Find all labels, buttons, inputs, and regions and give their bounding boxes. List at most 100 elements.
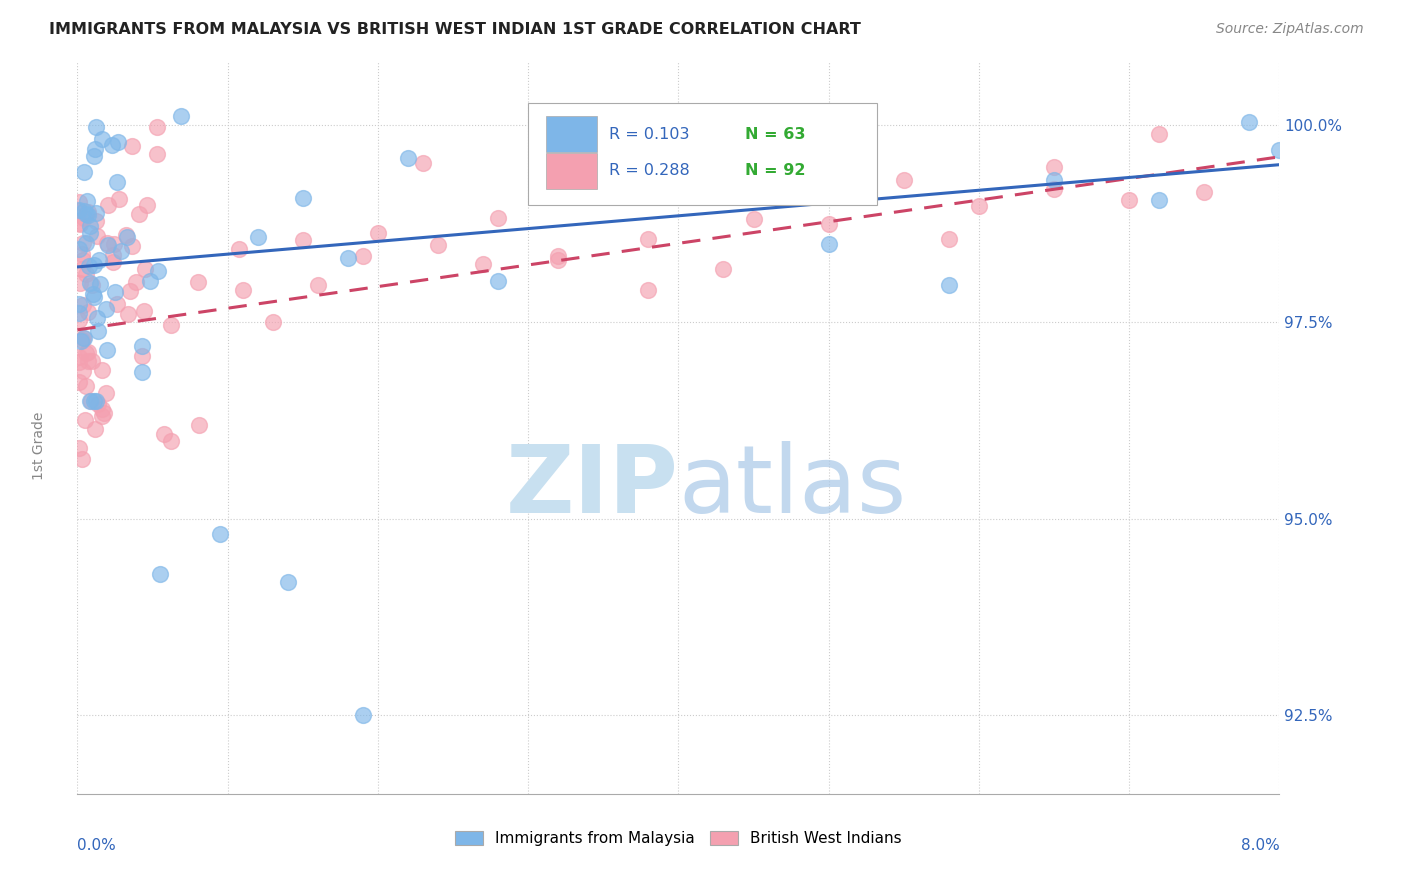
Point — [817, 217, 839, 231]
Point — [817, 236, 839, 251]
Point — [110, 244, 132, 258]
Point — [848, 164, 870, 178]
Point — [77, 260, 100, 274]
Point — [472, 257, 495, 271]
Point — [291, 191, 314, 205]
Point — [105, 297, 128, 311]
Point — [115, 228, 138, 243]
Point — [246, 230, 269, 244]
Point — [115, 230, 138, 244]
Point — [336, 251, 359, 265]
Point — [67, 203, 90, 218]
Point — [79, 219, 101, 233]
Point — [1043, 173, 1066, 187]
Point — [146, 120, 169, 134]
Point — [67, 442, 90, 456]
Point — [86, 311, 108, 326]
Point — [101, 138, 124, 153]
Point — [83, 393, 105, 408]
Point — [75, 378, 97, 392]
Point — [1149, 194, 1171, 208]
Point — [132, 304, 155, 318]
Point — [232, 283, 254, 297]
Point — [307, 277, 329, 292]
Point — [96, 301, 118, 316]
Point — [83, 142, 105, 156]
Text: IMMIGRANTS FROM MALAYSIA VS BRITISH WEST INDIAN 1ST GRADE CORRELATION CHART: IMMIGRANTS FROM MALAYSIA VS BRITISH WEST… — [49, 22, 860, 37]
Point — [125, 276, 148, 290]
Point — [169, 109, 191, 123]
Point — [742, 212, 765, 227]
Point — [592, 179, 614, 194]
Point — [291, 233, 314, 247]
Point — [89, 277, 111, 291]
Point — [87, 324, 110, 338]
Point — [73, 211, 96, 225]
Point — [67, 242, 90, 256]
Point — [97, 238, 120, 252]
Point — [148, 264, 170, 278]
Point — [91, 409, 114, 424]
Point — [117, 307, 139, 321]
Text: Source: ZipAtlas.com: Source: ZipAtlas.com — [1216, 22, 1364, 37]
Point — [108, 192, 131, 206]
Point — [67, 355, 90, 369]
Point — [277, 574, 299, 589]
Point — [131, 339, 153, 353]
Point — [103, 237, 125, 252]
Point — [138, 274, 160, 288]
Point — [84, 393, 107, 408]
Point — [131, 349, 153, 363]
Point — [67, 203, 90, 218]
Point — [159, 318, 181, 333]
Point — [367, 226, 389, 240]
Point — [67, 195, 90, 210]
Text: N = 92: N = 92 — [745, 163, 806, 178]
Point — [79, 226, 101, 240]
Point — [67, 313, 90, 327]
Point — [637, 283, 659, 297]
Point — [73, 165, 96, 179]
Point — [188, 418, 211, 433]
Point — [75, 236, 97, 251]
Point — [82, 354, 104, 368]
Point — [352, 249, 374, 263]
Point — [72, 298, 94, 312]
Text: R = 0.103: R = 0.103 — [609, 127, 689, 142]
Point — [84, 206, 107, 220]
Point — [84, 120, 107, 134]
Point — [70, 333, 93, 347]
Point — [697, 180, 720, 194]
Point — [70, 452, 93, 467]
Point — [70, 261, 93, 276]
Point — [486, 274, 509, 288]
Point — [713, 261, 735, 276]
Point — [76, 205, 98, 219]
Point — [72, 331, 94, 345]
Point — [69, 276, 91, 290]
FancyBboxPatch shape — [546, 153, 596, 188]
Point — [94, 386, 117, 401]
Text: ZIP: ZIP — [506, 441, 679, 533]
Point — [103, 255, 125, 269]
Point — [83, 149, 105, 163]
Point — [82, 286, 104, 301]
Point — [91, 132, 114, 146]
Text: 0.0%: 0.0% — [77, 838, 117, 853]
Point — [86, 397, 108, 411]
Point — [228, 243, 250, 257]
Point — [90, 362, 112, 376]
Point — [1239, 114, 1261, 128]
Point — [128, 207, 150, 221]
Point — [1268, 143, 1291, 157]
Point — [67, 376, 90, 390]
Point — [486, 211, 509, 225]
Point — [135, 197, 157, 211]
Point — [209, 527, 232, 541]
Point — [90, 401, 112, 416]
Point — [79, 276, 101, 290]
Point — [69, 297, 91, 311]
Point — [69, 217, 91, 231]
Point — [107, 135, 129, 149]
Point — [87, 253, 110, 268]
